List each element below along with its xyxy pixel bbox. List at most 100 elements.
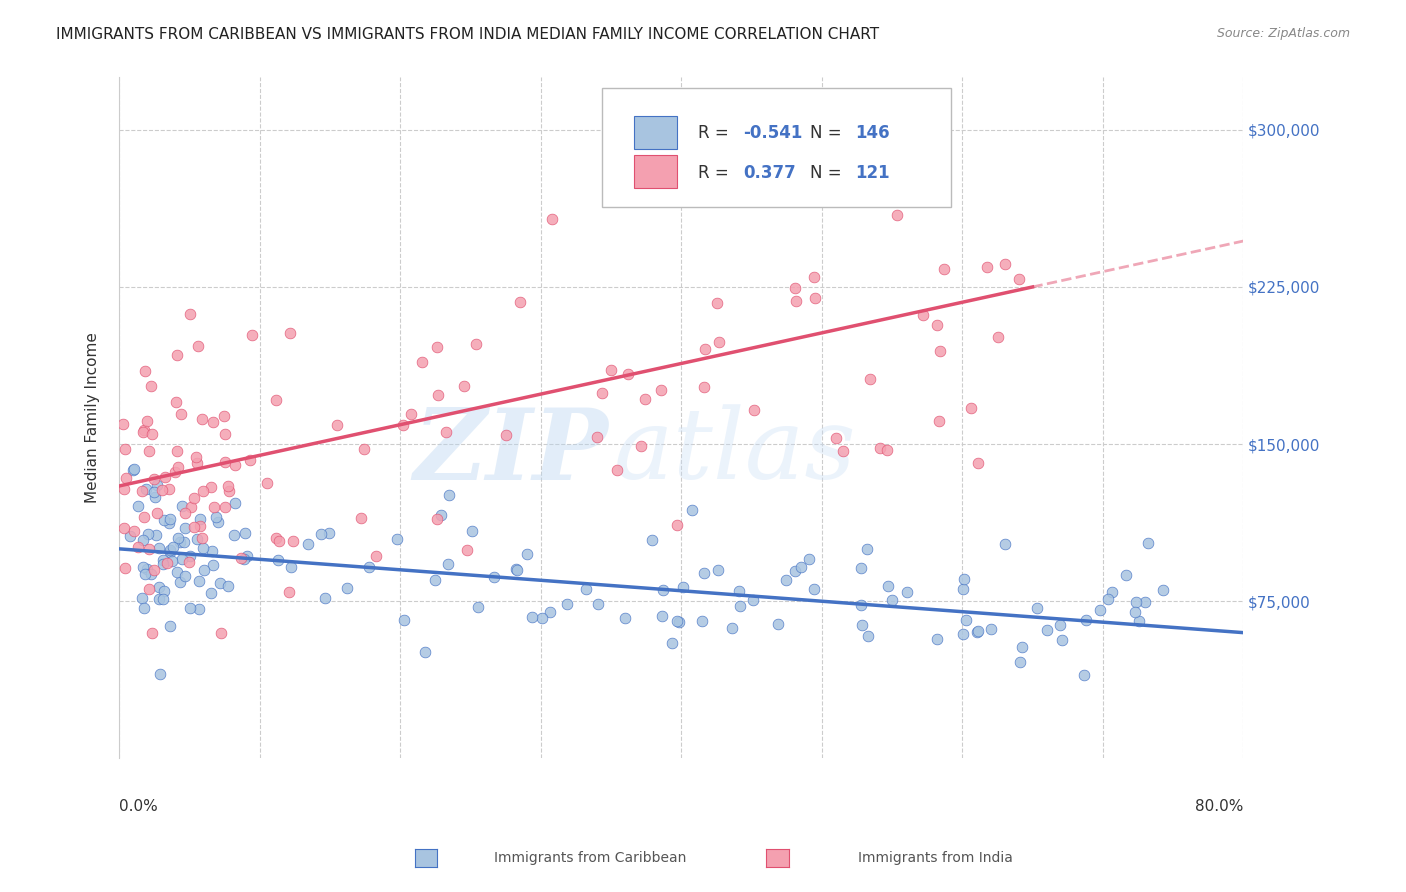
Text: 80.0%: 80.0% (1195, 799, 1243, 814)
Point (775, 573, 797, 587)
Point (207, 515, 229, 529)
Point (912, 308, 935, 322)
Point (661, 636, 683, 650)
Point (201, 543, 224, 558)
Text: ZIP: ZIP (413, 404, 609, 500)
Point (134, 364, 156, 378)
Point (960, 401, 983, 415)
Point (159, 619, 181, 633)
Point (453, 379, 475, 393)
Point (212, 409, 235, 424)
Point (112, 520, 135, 534)
Point (157, 516, 180, 531)
Point (641, 533, 664, 548)
Point (177, 555, 200, 569)
Point (209, 625, 232, 640)
Point (166, 565, 188, 579)
Point (967, 624, 990, 638)
Point (169, 534, 191, 549)
Point (266, 553, 288, 567)
Point (955, 613, 977, 627)
Point (326, 417, 349, 432)
Point (138, 582, 160, 596)
Point (165, 465, 187, 479)
Point (575, 582, 598, 596)
Text: R =: R = (697, 124, 734, 143)
Point (141, 625, 163, 640)
Point (132, 533, 155, 547)
Y-axis label: Median Family Income: Median Family Income (86, 333, 100, 503)
Point (425, 573, 447, 587)
Point (651, 583, 673, 598)
Text: 0.377: 0.377 (742, 164, 796, 182)
Point (1128, 614, 1150, 628)
Point (170, 552, 193, 566)
Point (1097, 591, 1119, 606)
Point (728, 583, 751, 598)
Point (214, 455, 236, 469)
Point (146, 478, 169, 492)
Point (706, 295, 728, 310)
Point (357, 559, 380, 574)
Point (665, 614, 688, 628)
Point (591, 386, 613, 401)
Point (153, 583, 176, 598)
Point (994, 537, 1017, 551)
Point (114, 561, 136, 575)
Point (148, 591, 170, 606)
Point (209, 576, 232, 591)
Point (134, 567, 156, 582)
Point (229, 551, 252, 566)
Point (650, 384, 672, 398)
Point (922, 157, 945, 171)
Point (555, 597, 578, 611)
Point (224, 458, 246, 473)
Text: 121: 121 (855, 164, 890, 182)
Point (222, 528, 245, 542)
Text: IMMIGRANTS FROM CARIBBEAN VS IMMIGRANTS FROM INDIA MEDIAN FAMILY INCOME CORRELAT: IMMIGRANTS FROM CARIBBEAN VS IMMIGRANTS … (56, 27, 879, 42)
Point (1025, 601, 1047, 615)
Point (202, 500, 225, 514)
Point (467, 600, 489, 615)
Point (1152, 582, 1174, 597)
Text: 146: 146 (855, 124, 890, 143)
FancyBboxPatch shape (634, 155, 676, 187)
Point (278, 326, 301, 341)
Point (264, 531, 287, 545)
Point (693, 380, 716, 394)
Point (803, 582, 825, 596)
Text: N =: N = (810, 124, 848, 143)
Point (505, 563, 527, 577)
Point (155, 469, 177, 483)
Point (162, 540, 184, 554)
Point (681, 503, 703, 517)
Point (166, 443, 188, 458)
Point (173, 569, 195, 583)
Point (191, 541, 214, 555)
Point (132, 560, 155, 574)
Point (672, 580, 695, 594)
Point (193, 484, 215, 499)
Text: Immigrants from Caribbean: Immigrants from Caribbean (495, 851, 686, 865)
Point (831, 444, 853, 458)
Point (599, 363, 621, 377)
Point (1101, 585, 1123, 599)
Point (174, 521, 197, 535)
Point (134, 601, 156, 615)
Point (387, 532, 409, 546)
Point (668, 615, 690, 629)
Point (173, 534, 195, 549)
Point (280, 560, 302, 574)
Point (811, 186, 834, 201)
Point (1036, 623, 1059, 637)
Point (139, 379, 162, 393)
Point (188, 519, 211, 533)
Point (1123, 605, 1146, 619)
FancyBboxPatch shape (634, 116, 676, 149)
Point (283, 533, 305, 548)
Point (217, 578, 239, 592)
Point (136, 562, 159, 576)
Point (159, 545, 181, 559)
Point (152, 557, 174, 571)
Point (586, 430, 609, 444)
